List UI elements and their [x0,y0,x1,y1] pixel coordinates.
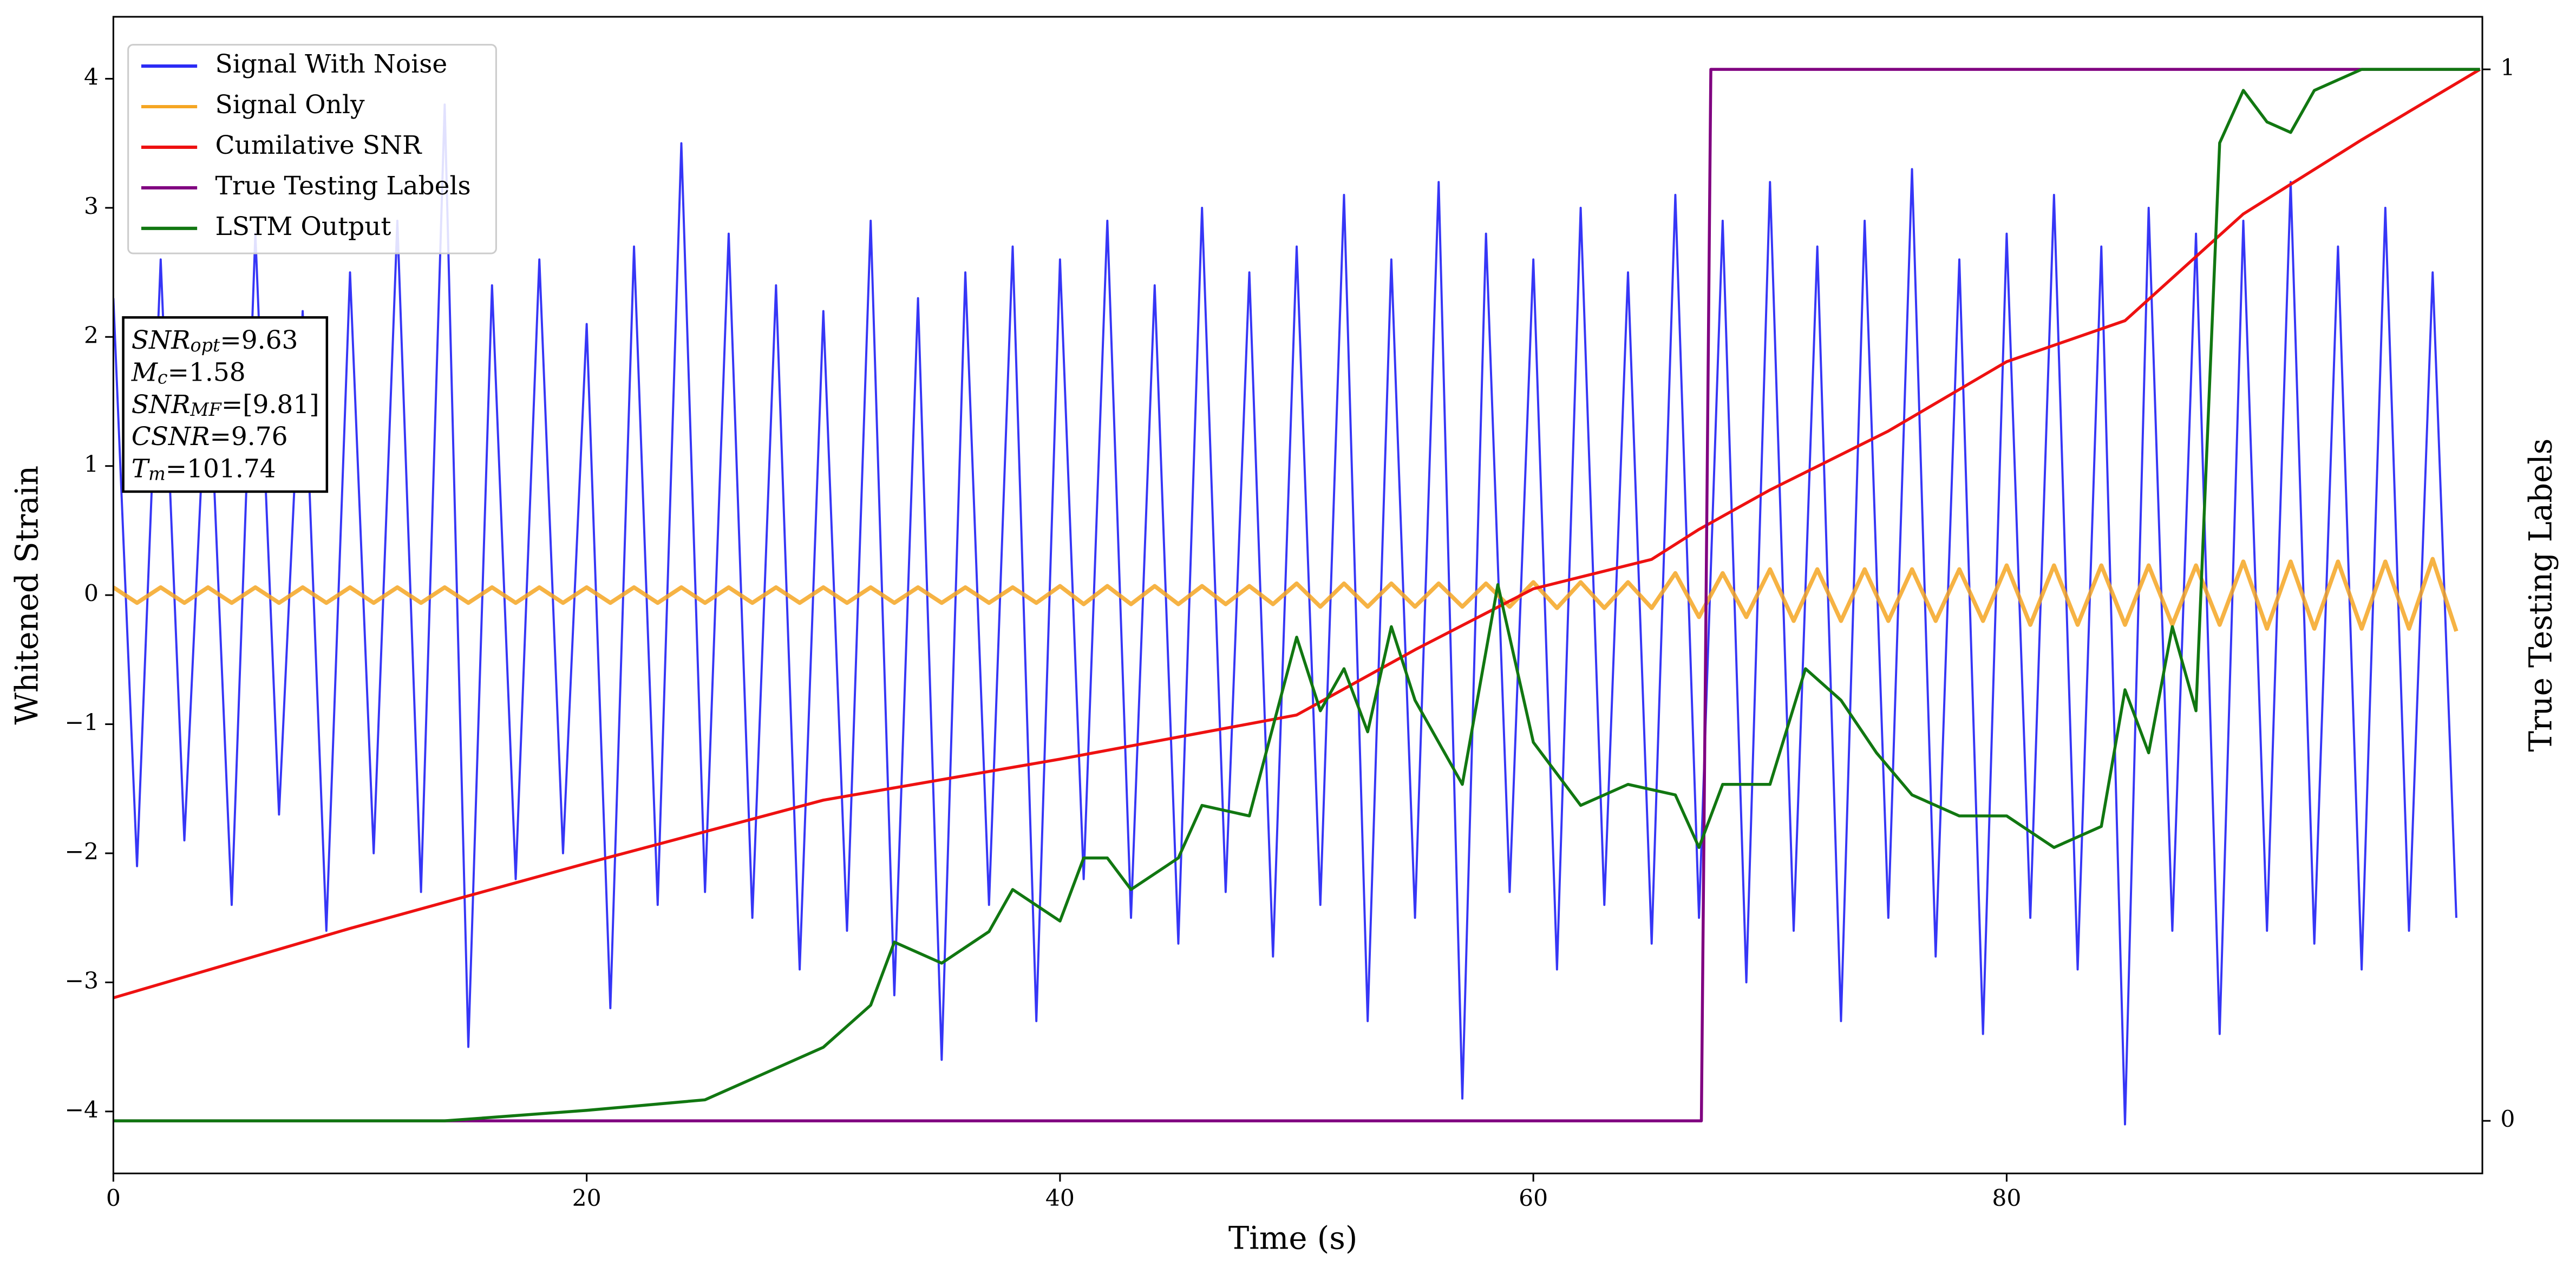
x-tick-label: 20 [572,1185,601,1212]
annotation-subscript: opt [191,335,220,356]
y2-axis-label: True Testing Labels [2522,439,2559,752]
y-tick-label: −2 [64,839,99,865]
annotation-symbol: CSNR [132,422,210,452]
y-tick-label: 3 [84,193,99,220]
series-line [113,68,2481,999]
annotation-value: =9.76 [210,422,287,452]
y-tick-label: −3 [64,968,99,994]
annotation-symbol: SNR [132,390,191,420]
y-tick-label: 1 [84,452,99,478]
legend-label: LSTM Output [215,212,391,241]
x-tick-label: 80 [1992,1185,2021,1212]
annotation-symbol: SNR [132,325,191,355]
annotation-line: SNRMF=[9.81] [132,390,319,420]
annotation-value: =[9.81] [221,390,319,420]
legend-label: Signal With Noise [215,49,448,79]
x-tick-label: 0 [106,1185,121,1212]
x-tick-label: 60 [1519,1185,1548,1212]
y-axis-label: Whitened Strain [9,466,45,725]
y-tick-label: 4 [84,64,99,90]
annotation-subscript: m [148,463,166,485]
annotation-line: SNRopt=9.63 [132,325,298,356]
annotation-subscript: MF [190,399,223,420]
legend-box [127,44,497,254]
legend-label: Cumilative SNR [215,130,423,160]
legend-label: True Testing Labels [215,171,471,201]
legend-label: Signal Only [215,90,365,120]
series-line [113,103,2457,1126]
y2-tick-label: 1 [2500,55,2515,81]
annotation-symbol: T [132,454,151,484]
annotation-value: =9.63 [220,325,298,355]
y-tick-label: 2 [84,322,99,349]
annotation-value: =101.74 [166,454,276,484]
plot-area [113,68,2481,1126]
series-line [113,68,2480,1122]
annotation-line: Tm=101.74 [132,454,276,485]
series-line [113,557,2459,632]
series-line [113,68,2480,1122]
legend: Signal With Noise Signal Only Cumilative S… [127,44,497,254]
annotation-subscript: c [158,367,168,388]
annotation: SNRopt=9.63Mc=1.58SNRMF=[9.81]CSNR=9.76T… [122,316,329,493]
x-tick-label: 40 [1045,1185,1075,1212]
annotation-box [122,316,329,493]
y-tick-label: −1 [64,710,99,736]
annotation-symbol: M [131,357,159,387]
x-axis-label: Time (s) [1228,1220,1358,1257]
annotation-line: CSNR=9.76 [132,422,288,452]
annotation-value: =1.58 [168,357,246,387]
annotation-line: Mc=1.58 [131,357,246,388]
y-tick-label: 0 [84,580,99,607]
y-tick-label: −4 [64,1097,99,1123]
y2-tick-label: 0 [2500,1106,2515,1133]
